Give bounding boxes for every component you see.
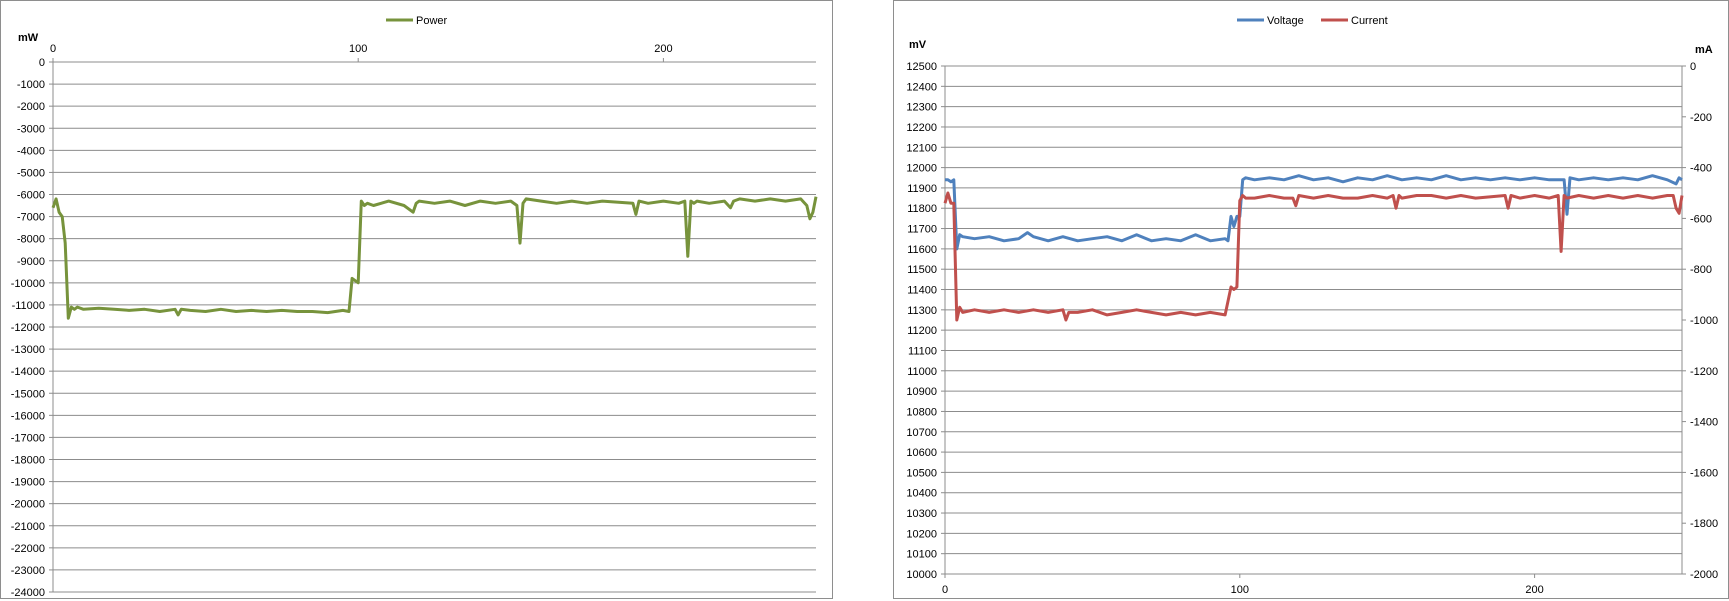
- power-y-axis-unit: mW: [18, 32, 39, 44]
- y-tick-label: 12200: [906, 122, 937, 134]
- y-tick-label: 11800: [907, 203, 937, 215]
- y-tick-label: -24000: [11, 587, 45, 599]
- y2-tick-label: -800: [1690, 264, 1712, 276]
- y-tick-label: 10300: [906, 508, 937, 520]
- y-tick-label: 10700: [906, 427, 937, 439]
- x-tick-label: 0: [942, 584, 948, 596]
- y-tick-label: -22000: [11, 543, 45, 555]
- y2-tick-label: -1800: [1690, 518, 1718, 530]
- y-tick-label: 12300: [906, 102, 937, 114]
- y-tick-label: 11600: [907, 244, 937, 256]
- y-tick-label: -6000: [17, 190, 45, 202]
- legend-label-voltage: Voltage: [1267, 15, 1304, 27]
- power-chart-panel: 0 -1000 -2000 -3000 -4000 -5000 -6000 -7000 -800…: [0, 0, 833, 599]
- vc-y2-tick-labels: 0 -200 -400 -600 -800 -1000 -1200 -1400 -1600 -18…: [1690, 61, 1718, 581]
- y-tick-label: 10500: [906, 467, 937, 479]
- y-tick-label: -17000: [11, 432, 45, 444]
- y-tick-label: -21000: [11, 521, 45, 533]
- vc-x-tick-labels: 0 100 200: [942, 584, 1544, 596]
- y-tick-label: 0: [39, 57, 45, 69]
- y-tick-label: 11100: [908, 345, 937, 357]
- y-tick-label: 10100: [906, 549, 937, 561]
- y-tick-label: -20000: [11, 499, 45, 511]
- vc-axes: [941, 65, 1686, 578]
- y-tick-label: 11500: [907, 264, 937, 276]
- y2-tick-label: -400: [1690, 163, 1712, 175]
- legend-label-power: Power: [416, 15, 448, 27]
- y-tick-label: -8000: [17, 234, 45, 246]
- y2-tick-label: -200: [1690, 112, 1712, 124]
- power-gridlines: [53, 61, 816, 593]
- y-tick-label: -7000: [17, 212, 45, 224]
- x-tick-label: 0: [50, 43, 56, 55]
- y-tick-label: -16000: [11, 410, 45, 422]
- y-tick-label: -11000: [12, 300, 45, 312]
- power-series-group: [51, 196, 818, 320]
- y-tick-label: -1000: [17, 79, 45, 91]
- y-tick-label: 11900: [907, 183, 937, 195]
- y-tick-label: -12000: [11, 322, 45, 334]
- power-legend: Power: [386, 15, 448, 27]
- vc-legend: Voltage Current: [1237, 15, 1388, 27]
- y-tick-label: 10900: [906, 386, 937, 398]
- y-tick-label: -3000: [17, 123, 45, 135]
- x-tick-label: 100: [1231, 584, 1249, 596]
- y-tick-label: -23000: [11, 565, 45, 577]
- y-tick-label: -2000: [17, 101, 45, 113]
- x-tick-label: 200: [1525, 584, 1543, 596]
- power-y-tick-labels: 0 -1000 -2000 -3000 -4000 -5000 -6000 -7000 -800…: [11, 57, 45, 599]
- y-tick-label: -4000: [17, 145, 45, 157]
- power-chart: 0 -1000 -2000 -3000 -4000 -5000 -6000 -7000 -800…: [11, 15, 818, 599]
- power-x-tick-labels: 0 100 200: [50, 43, 673, 55]
- y-tick-label: 10200: [906, 528, 937, 540]
- voltage-current-chart-panel: 12500 12400 12300 12200 12100 12000 11900 11800…: [893, 0, 1729, 599]
- y-tick-label: 12500: [906, 61, 937, 73]
- y2-tick-label: 0: [1690, 61, 1696, 73]
- series-line-current: [943, 191, 1684, 322]
- vc-series-group: [943, 174, 1684, 322]
- y-tick-label: 10000: [906, 569, 937, 581]
- x-tick-label: 100: [349, 43, 367, 55]
- y2-tick-label: -1000: [1690, 315, 1718, 327]
- y-tick-label: -9000: [17, 256, 45, 268]
- y-tick-label: -18000: [11, 455, 45, 467]
- y2-tick-label: -600: [1690, 213, 1712, 225]
- y-tick-label: 11300: [907, 305, 937, 317]
- y2-tick-label: -1200: [1690, 366, 1718, 378]
- series-line-power: [51, 196, 818, 320]
- y-tick-label: -15000: [11, 388, 45, 400]
- y2-tick-label: -1400: [1690, 417, 1718, 429]
- y-tick-label: -5000: [17, 167, 45, 179]
- legend-label-current: Current: [1351, 15, 1388, 27]
- y-tick-label: 10600: [906, 447, 937, 459]
- y-tick-label: -13000: [11, 344, 45, 356]
- series-line-voltage: [945, 174, 1683, 251]
- vc-gridlines: [945, 65, 1682, 575]
- power-axes: [49, 58, 816, 593]
- y-tick-label: -10000: [11, 278, 45, 290]
- x-tick-label: 200: [654, 43, 672, 55]
- vc-y-tick-labels: 12500 12400 12300 12200 12100 12000 11900 11800…: [906, 61, 937, 581]
- y-tick-label: -14000: [11, 366, 45, 378]
- y-tick-label: 11200: [907, 325, 937, 337]
- y-tick-label: -19000: [11, 477, 45, 489]
- y-tick-label: 11700: [907, 224, 937, 236]
- y-tick-label: 11400: [907, 285, 937, 297]
- y2-tick-label: -1600: [1690, 467, 1718, 479]
- y-tick-label: 12000: [906, 163, 937, 175]
- y-tick-label: 12100: [906, 142, 937, 154]
- y-tick-label: 11000: [907, 366, 937, 378]
- y2-tick-label: -2000: [1690, 569, 1718, 581]
- y-tick-label: 10400: [906, 488, 937, 500]
- voltage-y-axis-unit: mV: [909, 39, 927, 51]
- y-tick-label: 10800: [906, 406, 937, 418]
- current-y-axis-unit: mA: [1695, 44, 1713, 56]
- voltage-current-chart: 12500 12400 12300 12200 12100 12000 11900 11800…: [906, 15, 1718, 596]
- y-tick-label: 12400: [906, 81, 937, 93]
